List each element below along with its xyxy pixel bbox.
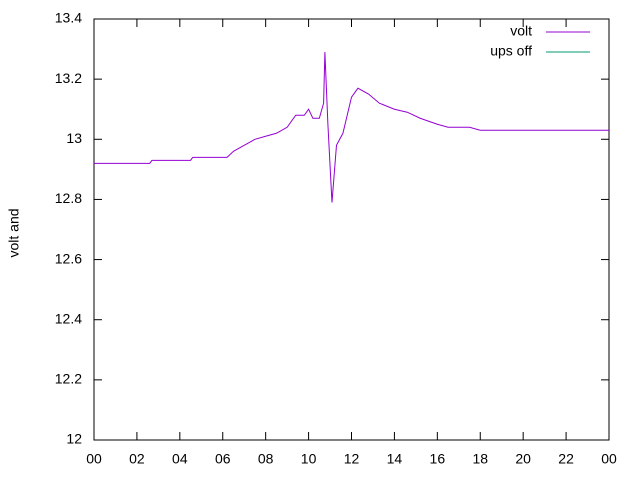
y-tick-label: 13.2 [55, 70, 82, 86]
y-tick-label: 12 [66, 431, 82, 447]
y-tick-label: 12.8 [55, 190, 82, 206]
x-tick-label: 20 [515, 451, 531, 467]
x-tick-label: 16 [430, 451, 446, 467]
y-tick-label: 12.4 [55, 310, 82, 326]
x-tick-label: 08 [258, 451, 274, 467]
y-tick-label: 12.2 [55, 371, 82, 387]
y-tick-label: 12.6 [55, 250, 82, 266]
y-tick-label: 13 [66, 130, 82, 146]
y-axis-label: volt and [6, 208, 22, 257]
series-line [94, 52, 609, 203]
legend-label: volt [510, 23, 532, 39]
x-tick-label: 06 [215, 451, 231, 467]
plot-frame [93, 18, 610, 441]
x-tick-label: 10 [301, 451, 317, 467]
x-tick-label: 12 [344, 451, 360, 467]
x-tick-label: 14 [387, 451, 403, 467]
x-tick-label: 00 [86, 451, 102, 467]
x-tick-label: 04 [172, 451, 188, 467]
x-tick-label: 18 [472, 451, 488, 467]
y-tick-label: 13.4 [55, 10, 82, 26]
x-tick-label: 00 [601, 451, 617, 467]
legend-label: ups off [490, 43, 532, 59]
x-tick-label: 02 [129, 451, 145, 467]
x-tick-label: 22 [558, 451, 574, 467]
